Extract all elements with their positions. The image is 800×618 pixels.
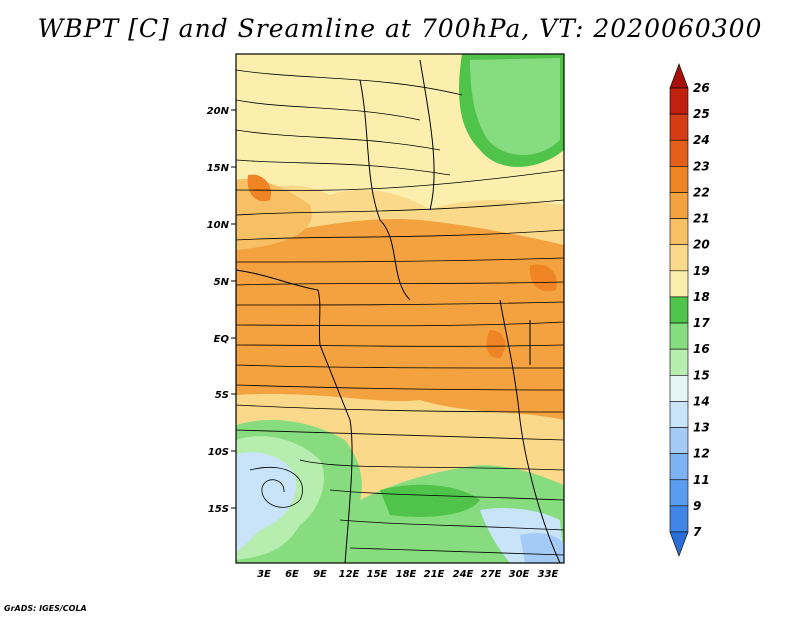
colorbar-label: 24 — [693, 133, 710, 147]
colorbar-label: 20 — [693, 238, 710, 252]
colorbar-swatch — [669, 192, 689, 219]
colorbar-swatch — [669, 479, 689, 507]
colorbar-swatch — [669, 348, 689, 376]
colorbar-label: 23 — [693, 159, 710, 173]
colorbar-swatch — [669, 401, 689, 428]
lon-label: 33E — [538, 569, 559, 580]
colorbar-label: 15 — [693, 368, 710, 382]
lon-label: 12E — [339, 569, 360, 580]
lon-label: 15E — [367, 569, 388, 580]
colorbar-swatch — [669, 427, 689, 454]
colorbar-label: 13 — [693, 421, 710, 435]
colorbar-swatch — [669, 139, 689, 167]
lat-label: 5N — [214, 277, 230, 288]
colorbar-label: 18 — [693, 290, 710, 304]
colorbar-swatch — [669, 244, 689, 272]
colorbar-top-triangle — [669, 63, 689, 89]
colorbar-swatch — [669, 322, 689, 350]
colorbar: 7 9 11 12 13 14 15 16 17 18 19 20 21 22 23 24 25 26 — [669, 63, 710, 557]
colorbar-label: 9 — [693, 499, 701, 513]
colorbar-swatch — [669, 270, 689, 298]
colorbar-swatch — [669, 87, 689, 115]
lat-label: 15S — [208, 504, 229, 515]
longitude-axis: 3E 6E 9E 12E 15E 18E 21E 24E 27E 30E 33E — [257, 569, 558, 580]
colorbar-swatch — [669, 374, 689, 402]
map-title: WBPT [C] and Sreamline at 700hPa, VT: 20… — [37, 14, 763, 43]
colorbar-bottom-triangle — [669, 531, 689, 557]
lat-label: EQ — [214, 334, 230, 345]
lon-label: 27E — [481, 569, 502, 580]
colorbar-label: 19 — [693, 264, 710, 278]
colorbar-label: 26 — [693, 81, 710, 95]
lon-label: 18E — [396, 569, 417, 580]
colorbar-swatch — [669, 218, 689, 246]
lon-label: 24E — [453, 569, 474, 580]
lat-label: 5S — [215, 390, 229, 401]
colorbar-label: 7 — [693, 525, 702, 539]
colorbar-swatch — [669, 453, 689, 481]
plot-frame — [235, 53, 565, 564]
lat-label: 15N — [207, 163, 230, 174]
footer-credit: GrADS: IGES/COLA — [4, 604, 87, 613]
latitude-axis: 20N 15N 10N 5N EQ 5S 10S 15S — [207, 106, 236, 515]
colorbar-label: 14 — [693, 394, 710, 408]
colorbar-label: 21 — [693, 212, 710, 226]
colorbar-label: 11 — [693, 473, 710, 487]
lon-label: 21E — [424, 569, 445, 580]
lat-label: 10N — [207, 220, 230, 231]
colorbar-label: 17 — [693, 316, 710, 330]
colorbar-label: 16 — [693, 342, 710, 356]
lat-label: 10S — [208, 447, 229, 458]
lon-label: 3E — [257, 569, 271, 580]
colorbar-label: 12 — [693, 447, 710, 461]
colorbar-swatch — [669, 113, 689, 141]
colorbar-swatch — [669, 505, 689, 533]
colorbar-label: 25 — [693, 107, 710, 121]
lon-label: 9E — [313, 569, 327, 580]
lon-label: 30E — [509, 569, 530, 580]
lon-label: 6E — [285, 569, 299, 580]
lat-label: 20N — [207, 106, 230, 117]
wbpt-field — [236, 54, 564, 563]
colorbar-swatch — [669, 296, 689, 324]
colorbar-swatch — [669, 166, 689, 193]
colorbar-label: 22 — [693, 185, 710, 199]
